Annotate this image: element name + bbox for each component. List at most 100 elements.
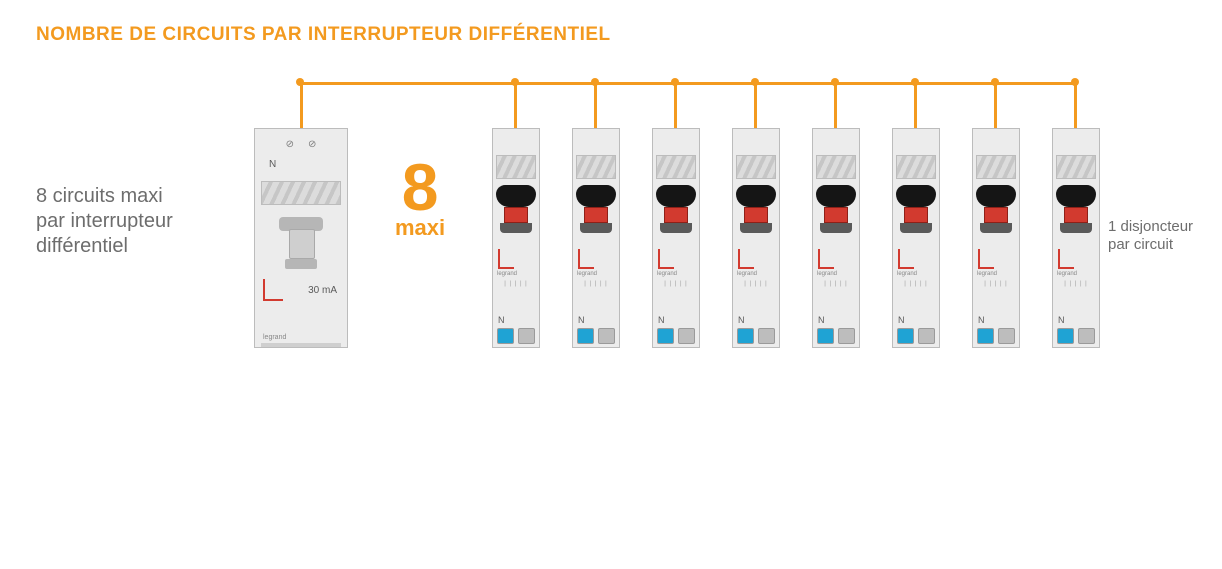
mcb-red-indicator: [818, 249, 834, 269]
mcb-tick-marks: | | | | |: [893, 281, 939, 287]
mcb-rocker-switch: [976, 185, 1016, 233]
mcb-module: legrand | | | | | N: [1052, 128, 1100, 348]
mcb-tick-marks: | | | | |: [493, 281, 539, 287]
mcb-port: [817, 328, 834, 344]
mcb-rocker-switch: [656, 185, 696, 233]
bus-drop-mcb: [594, 82, 597, 128]
mcb-port: [838, 328, 855, 344]
mcb-module: legrand| | | | |N: [492, 128, 540, 348]
right-line-1: 1 disjoncteur: [1108, 218, 1193, 235]
left-line-2: par interrupteur: [36, 210, 173, 232]
mcb-terminal-labels: N: [973, 315, 1019, 325]
mcb-ports: [1053, 328, 1099, 344]
mcb-brand-label: legrand: [737, 271, 757, 277]
mcb-terminal-labels: N: [493, 315, 539, 325]
mcb-rocker-switch: [816, 185, 856, 233]
mcb-ports: [493, 328, 539, 344]
bus-node-rcd: [296, 78, 304, 86]
mcb-brand-label: legrand: [1057, 271, 1077, 277]
rcd-brand-label: legrand: [263, 334, 286, 341]
mcb-port: [998, 328, 1015, 344]
mcb-tick-marks: | | | | |: [733, 281, 779, 287]
mcb-port: [657, 328, 674, 344]
left-line-3: différentiel: [36, 235, 128, 257]
bus-node-mcb: [831, 78, 839, 86]
mcb-terminal-labels: N: [1053, 315, 1099, 325]
mcb-ports: [973, 328, 1019, 344]
mcb-rocker-switch: [1056, 185, 1096, 233]
mcb-red-indicator: [578, 249, 594, 269]
mcb-red-indicator: [1058, 249, 1074, 269]
mcb-terminal-labels: N: [573, 315, 619, 325]
rcd-neutral-mark: N: [269, 159, 276, 170]
mcb-terminal-labels: N: [893, 315, 939, 325]
bus-drop-mcb: [514, 82, 517, 128]
bus-drop-mcb: [834, 82, 837, 128]
bus-drop-mcb: [914, 82, 917, 128]
mcb-hatch-window: [656, 155, 696, 179]
mcb-brand-label: legrand: [817, 271, 837, 277]
bus-drop-mcb: [994, 82, 997, 128]
bus-node-mcb: [591, 78, 599, 86]
mcb-port: [897, 328, 914, 344]
mcb-port: [758, 328, 775, 344]
mcb-hatch-window: [576, 155, 616, 179]
rcd-red-indicator: [263, 279, 283, 301]
bus-node-mcb: [991, 78, 999, 86]
right-description: 1 disjoncteur par circuit: [1108, 218, 1193, 254]
mcb-port: [977, 328, 994, 344]
mcb-port: [918, 328, 935, 344]
max-count-number: 8: [395, 158, 445, 217]
diagram-canvas: NOMBRE DE CIRCUITS PAR INTERRUPTEUR DIFF…: [0, 0, 1222, 569]
bus-node-mcb: [671, 78, 679, 86]
mcb-terminal-labels: N: [733, 315, 779, 325]
mcb-module: legrand| | | | |N: [972, 128, 1020, 348]
bus-node-mcb: [751, 78, 759, 86]
mcb-ports: [573, 328, 619, 344]
mcb-port: [577, 328, 594, 344]
mcb-red-indicator: [498, 249, 514, 269]
mcb-ports: [813, 328, 859, 344]
mcb-port: [518, 328, 535, 344]
mcb-module: legrand| | | | |N: [652, 128, 700, 348]
mcb-brand-label: legrand: [977, 271, 997, 277]
left-line-1: 8 circuits maxi: [36, 185, 163, 207]
right-line-2: par circuit: [1108, 236, 1173, 253]
mcb-hatch-window: [816, 155, 856, 179]
mcb-hatch-window: [496, 155, 536, 179]
mcb-module: legrand | | | | | N: [892, 128, 940, 348]
mcb-red-indicator: [738, 249, 754, 269]
mcb-rocker-switch: [496, 185, 536, 233]
rcd-screws-icon: ⊘⊘: [255, 139, 347, 150]
mcb-module: legrand| | | | |N: [812, 128, 860, 348]
mcb-tick-marks: | | | | |: [1053, 281, 1099, 287]
mcb-terminal-labels: N: [653, 315, 699, 325]
mcb-hatch-window: [896, 155, 936, 179]
mcb-port: [598, 328, 615, 344]
max-count-label: 8 maxi: [395, 158, 445, 241]
left-description: 8 circuits maxi par interrupteur différe…: [36, 184, 173, 259]
mcb-brand-label: legrand: [897, 271, 917, 277]
rcd-foot: [261, 343, 341, 347]
bus-drop-mcb: [674, 82, 677, 128]
mcb-ports: [653, 328, 699, 344]
mcb-red-indicator: [658, 249, 674, 269]
mcb-rocker-switch: [736, 185, 776, 233]
mcb-rocker-switch: [576, 185, 616, 233]
bus-drop-mcb: [1074, 82, 1077, 128]
rcd-rating: 30 mA: [308, 285, 337, 296]
mcb-tick-marks: | | | | |: [813, 281, 859, 287]
max-count-word: maxi: [395, 215, 445, 241]
bus-node-mcb: [1071, 78, 1079, 86]
mcb-port: [1078, 328, 1095, 344]
mcb-port: [1057, 328, 1074, 344]
rcd-toggle-switch: [279, 217, 323, 269]
rcd-module: ⊘⊘ N 30 mA legrand: [254, 128, 348, 348]
mcb-tick-marks: | | | | |: [653, 281, 699, 287]
rcd-hatch-window: [261, 181, 341, 205]
mcb-rocker-switch: [896, 185, 936, 233]
mcb-hatch-window: [736, 155, 776, 179]
mcb-ports: [733, 328, 779, 344]
page-title: NOMBRE DE CIRCUITS PAR INTERRUPTEUR DIFF…: [36, 24, 611, 46]
mcb-brand-label: legrand: [577, 271, 597, 277]
